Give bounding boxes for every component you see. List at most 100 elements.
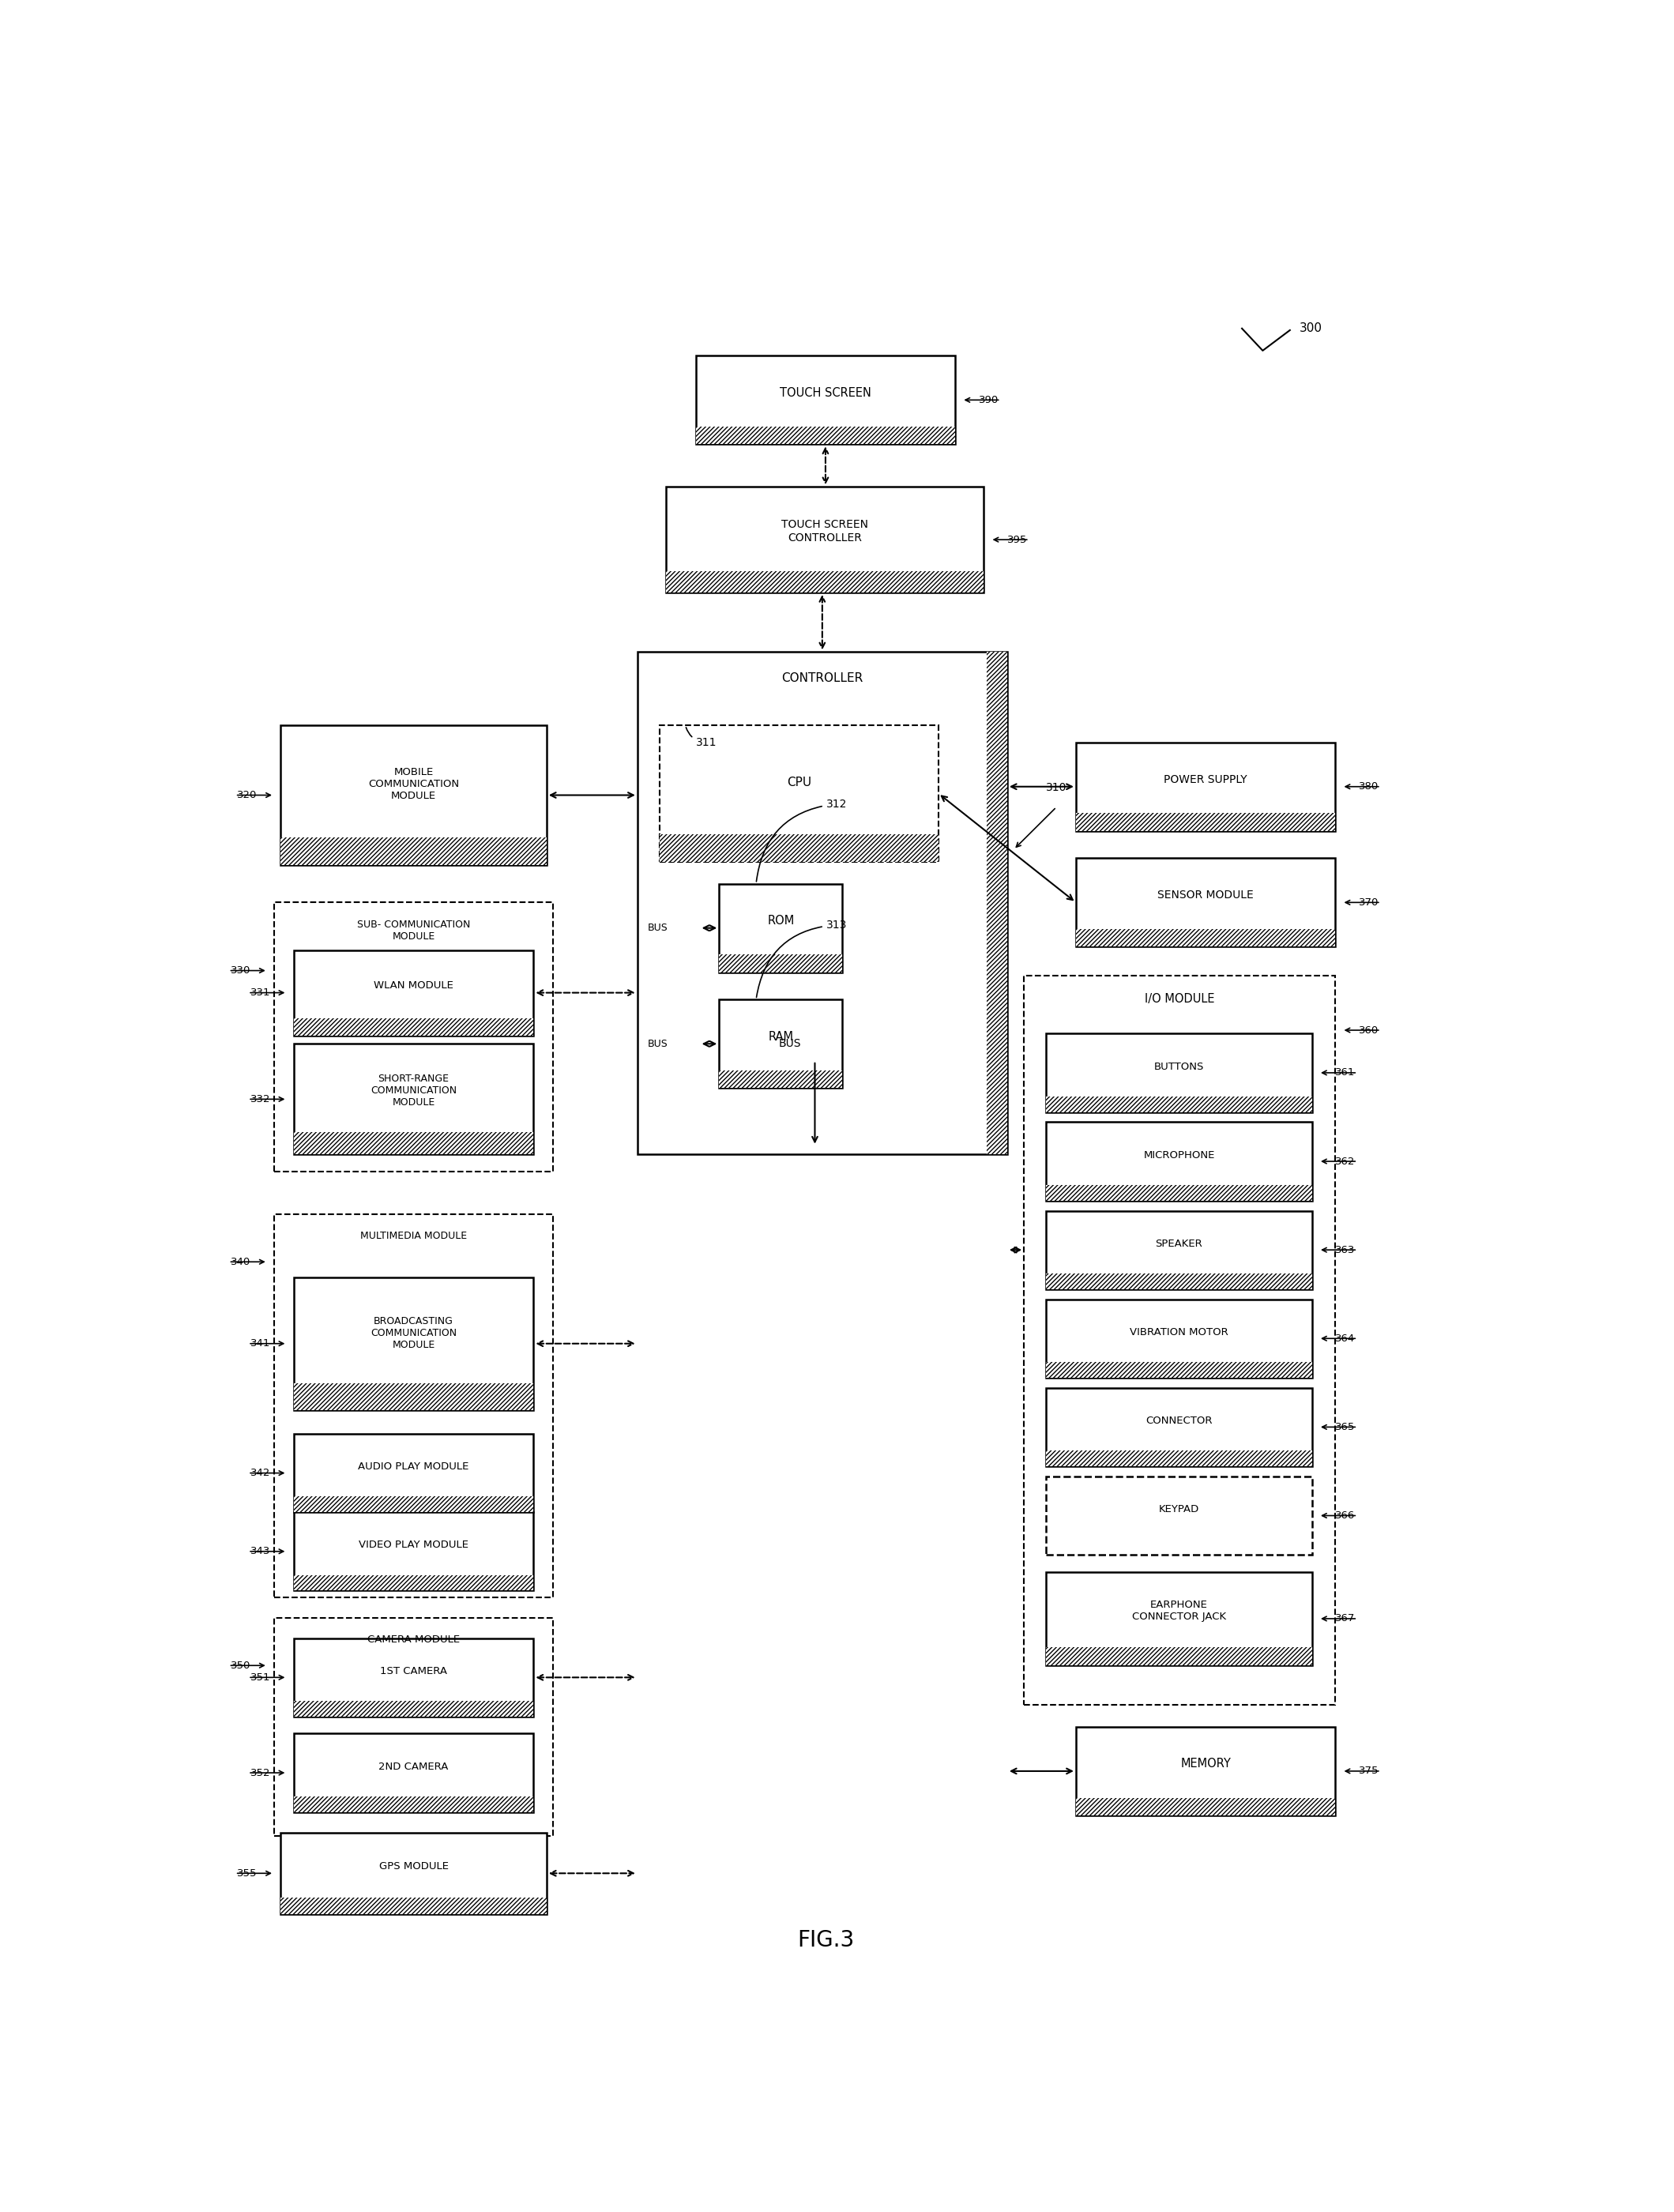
Bar bbox=[293, 1575, 534, 1590]
Text: 1ST CAMERA: 1ST CAMERA bbox=[380, 1666, 447, 1677]
Text: GPS MODULE: GPS MODULE bbox=[378, 1863, 449, 1871]
Bar bbox=[293, 1044, 534, 1155]
Text: BROADCASTING
COMMUNICATION
MODULE: BROADCASTING COMMUNICATION MODULE bbox=[370, 1316, 457, 1349]
Text: 350: 350 bbox=[231, 1661, 251, 1670]
Text: MOBILE
COMMUNICATION
MODULE: MOBILE COMMUNICATION MODULE bbox=[368, 768, 459, 801]
Text: 367: 367 bbox=[1336, 1613, 1356, 1624]
Text: VIDEO PLAY MODULE: VIDEO PLAY MODULE bbox=[358, 1540, 469, 1551]
Bar bbox=[1046, 1646, 1312, 1666]
Bar bbox=[696, 427, 956, 445]
Bar bbox=[1076, 743, 1336, 832]
Text: 331: 331 bbox=[249, 987, 270, 998]
Text: 363: 363 bbox=[1336, 1245, 1356, 1254]
Text: FIG.3: FIG.3 bbox=[797, 1929, 854, 1951]
Bar bbox=[293, 951, 534, 1035]
Text: CONNECTOR: CONNECTOR bbox=[1145, 1416, 1212, 1427]
Bar bbox=[293, 1639, 534, 1717]
Text: 320: 320 bbox=[238, 790, 258, 801]
Bar bbox=[696, 356, 956, 445]
Text: 370: 370 bbox=[1359, 898, 1379, 907]
Text: CAMERA MODULE: CAMERA MODULE bbox=[367, 1635, 460, 1646]
Text: TOUCH SCREEN
CONTROLLER: TOUCH SCREEN CONTROLLER bbox=[782, 520, 869, 544]
Text: 380: 380 bbox=[1359, 781, 1379, 792]
Text: BUS: BUS bbox=[648, 1040, 668, 1048]
Text: EARPHONE
CONNECTOR JACK: EARPHONE CONNECTOR JACK bbox=[1132, 1599, 1225, 1621]
Text: 395: 395 bbox=[1008, 535, 1028, 544]
Bar bbox=[666, 487, 984, 593]
Text: SPEAKER: SPEAKER bbox=[1155, 1239, 1202, 1250]
Text: BUS: BUS bbox=[648, 922, 668, 933]
Text: 341: 341 bbox=[249, 1338, 270, 1349]
Text: 311: 311 bbox=[686, 728, 716, 748]
Bar bbox=[1046, 1274, 1312, 1290]
Bar bbox=[275, 902, 552, 1172]
Bar bbox=[666, 571, 984, 593]
Bar bbox=[720, 1071, 842, 1088]
Text: 364: 364 bbox=[1336, 1334, 1356, 1343]
Bar bbox=[1076, 1798, 1336, 1816]
Text: 390: 390 bbox=[979, 396, 998, 405]
Text: CONTROLLER: CONTROLLER bbox=[782, 672, 864, 684]
Bar bbox=[293, 1701, 534, 1717]
Bar bbox=[293, 1382, 534, 1409]
Text: BUS: BUS bbox=[778, 1037, 802, 1048]
Bar bbox=[720, 885, 842, 973]
Text: AUDIO PLAY MODULE: AUDIO PLAY MODULE bbox=[358, 1462, 469, 1471]
Bar bbox=[1076, 814, 1336, 832]
Text: 340: 340 bbox=[231, 1256, 251, 1267]
Text: 355: 355 bbox=[238, 1869, 258, 1878]
Bar bbox=[720, 1000, 842, 1088]
Text: 351: 351 bbox=[249, 1672, 270, 1683]
Bar bbox=[275, 1214, 552, 1597]
Bar bbox=[281, 726, 546, 865]
Text: 365: 365 bbox=[1336, 1422, 1356, 1431]
Text: KEYPAD: KEYPAD bbox=[1158, 1504, 1199, 1515]
Text: POWER SUPPLY: POWER SUPPLY bbox=[1163, 774, 1247, 785]
Text: 360: 360 bbox=[1359, 1024, 1379, 1035]
Bar bbox=[275, 1617, 552, 1836]
Text: MEMORY: MEMORY bbox=[1180, 1759, 1230, 1770]
Text: CPU: CPU bbox=[787, 776, 812, 787]
Text: 2ND CAMERA: 2ND CAMERA bbox=[378, 1761, 449, 1772]
Text: BUTTONS: BUTTONS bbox=[1153, 1062, 1204, 1071]
Bar bbox=[1076, 929, 1336, 947]
Bar bbox=[720, 956, 842, 973]
Bar bbox=[293, 1133, 534, 1155]
Bar bbox=[1046, 1210, 1312, 1290]
Text: 332: 332 bbox=[249, 1095, 270, 1104]
Bar bbox=[281, 836, 546, 865]
Bar bbox=[1046, 1186, 1312, 1201]
Bar bbox=[293, 1498, 534, 1513]
Text: RAM: RAM bbox=[768, 1031, 793, 1042]
Bar bbox=[1024, 975, 1336, 1705]
Bar bbox=[1046, 1121, 1312, 1201]
Bar bbox=[293, 1018, 534, 1035]
Bar bbox=[293, 1433, 534, 1513]
Text: WLAN MODULE: WLAN MODULE bbox=[373, 980, 454, 991]
Text: 313: 313 bbox=[757, 920, 847, 998]
Text: TOUCH SCREEN: TOUCH SCREEN bbox=[780, 387, 870, 398]
Text: 352: 352 bbox=[249, 1767, 270, 1778]
Bar bbox=[660, 726, 939, 860]
Bar bbox=[1046, 1451, 1312, 1467]
Text: 342: 342 bbox=[249, 1469, 270, 1478]
Bar bbox=[638, 653, 1008, 1155]
Text: I/O MODULE: I/O MODULE bbox=[1145, 993, 1215, 1004]
Text: SHORT-RANGE
COMMUNICATION
MODULE: SHORT-RANGE COMMUNICATION MODULE bbox=[370, 1073, 457, 1108]
Bar bbox=[1046, 1475, 1312, 1555]
Bar bbox=[1046, 1298, 1312, 1378]
Bar bbox=[1046, 1097, 1312, 1113]
Text: 312: 312 bbox=[757, 799, 847, 883]
Bar bbox=[293, 1734, 534, 1812]
Text: ROM: ROM bbox=[767, 916, 793, 927]
Bar bbox=[986, 653, 1008, 1155]
Text: MICROPHONE: MICROPHONE bbox=[1143, 1150, 1215, 1161]
Text: 361: 361 bbox=[1336, 1068, 1356, 1077]
Bar bbox=[281, 1832, 546, 1913]
Bar bbox=[660, 834, 939, 860]
Bar bbox=[1046, 1363, 1312, 1378]
Text: SUB- COMMUNICATION
MODULE: SUB- COMMUNICATION MODULE bbox=[357, 920, 470, 942]
Bar bbox=[293, 1513, 534, 1590]
Bar bbox=[1046, 1573, 1312, 1666]
Text: VIBRATION MOTOR: VIBRATION MOTOR bbox=[1130, 1327, 1229, 1338]
